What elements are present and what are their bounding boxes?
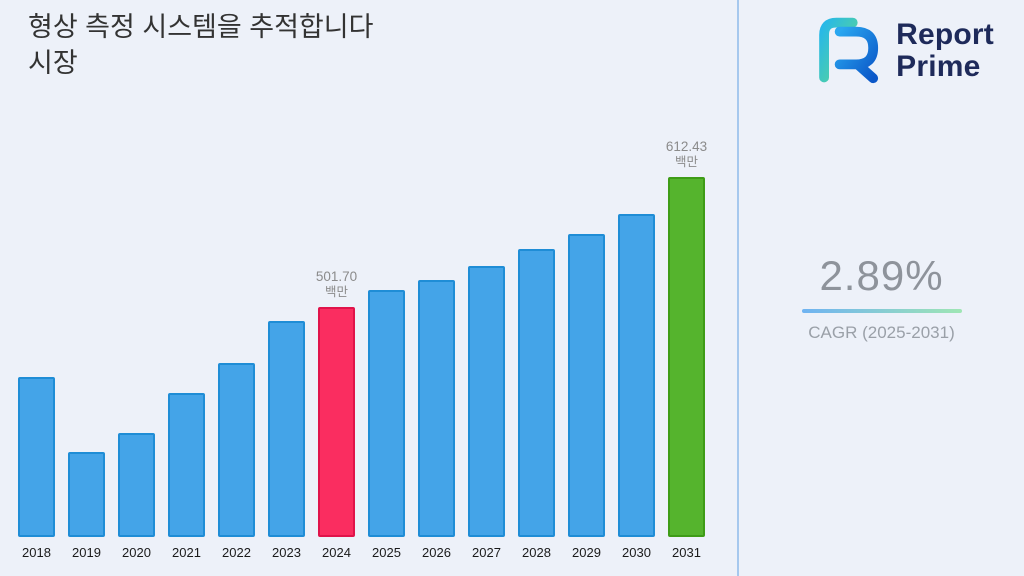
bar-2028	[518, 249, 555, 537]
bar-2022	[218, 363, 255, 537]
x-axis-label: 2018	[22, 545, 51, 560]
bar-2031	[668, 177, 705, 537]
x-axis-label: 2024	[322, 545, 351, 560]
x-axis-label: 2027	[472, 545, 501, 560]
cagr-label: CAGR (2025-2031)	[808, 323, 955, 342]
bar-group: 2018	[18, 377, 55, 560]
bar-2027	[468, 266, 505, 537]
bar-2024	[318, 307, 355, 537]
x-axis-label: 2025	[372, 545, 401, 560]
bar-group: 2027	[468, 266, 505, 560]
bar-annotation: 501.70 백만	[315, 268, 358, 300]
brand-name-line1: Report	[896, 18, 994, 52]
bar-2026	[418, 280, 455, 537]
bar-2018	[18, 377, 55, 537]
cagr-underline	[801, 309, 962, 313]
page-title: 형상 측정 시스템을 추적합니다 시장	[28, 12, 374, 78]
bar-2019	[68, 452, 105, 537]
bar-chart: 2018 2019 2020 2021 2022 2023 501.70 백만 2024 2025…	[18, 138, 708, 561]
x-axis-label: 2023	[272, 545, 301, 560]
bar-2029	[568, 234, 605, 537]
x-axis-label: 2021	[172, 545, 201, 560]
bar-group: 2030	[618, 214, 655, 560]
bar-group: 2029	[568, 234, 605, 560]
x-axis-label: 2022	[222, 545, 251, 560]
bar-group: 2021	[168, 393, 205, 560]
cagr-value: 2.89%	[819, 252, 944, 299]
bar-group: 2022	[218, 363, 255, 560]
cagr-panel: 2.89% CAGR (2025-2031)	[739, 252, 1024, 343]
bar-group: 2019	[68, 452, 105, 560]
x-axis-label: 2020	[122, 545, 151, 560]
x-axis-label: 2026	[422, 545, 451, 560]
bar-group: 2023	[268, 321, 305, 560]
brand-logo: Report Prime	[806, 12, 994, 89]
bar-2021	[168, 393, 205, 537]
vertical-divider	[737, 0, 739, 576]
bar-2020	[118, 433, 155, 537]
x-axis-label: 2019	[72, 545, 101, 560]
bar-group: 2028	[518, 249, 555, 560]
brand-name: Report Prime	[896, 18, 994, 83]
bar-group: 501.70 백만 2024	[315, 268, 358, 561]
bar-group: 2026	[418, 280, 455, 560]
bar-group: 2020	[118, 433, 155, 560]
x-axis-label: 2030	[622, 545, 651, 560]
x-axis-label: 2031	[672, 545, 701, 560]
x-axis-label: 2028	[522, 545, 551, 560]
bar-group: 2025	[368, 290, 405, 560]
bar-annotation: 612.43 백만	[665, 138, 708, 170]
brand-name-line2: Prime	[896, 49, 981, 83]
bar-2023	[268, 321, 305, 537]
bar-2030	[618, 214, 655, 537]
bar-2025	[368, 290, 405, 537]
bar-group: 612.43 백만 2031	[665, 138, 708, 561]
report-prime-logo-icon	[806, 12, 888, 89]
x-axis-label: 2029	[572, 545, 601, 560]
